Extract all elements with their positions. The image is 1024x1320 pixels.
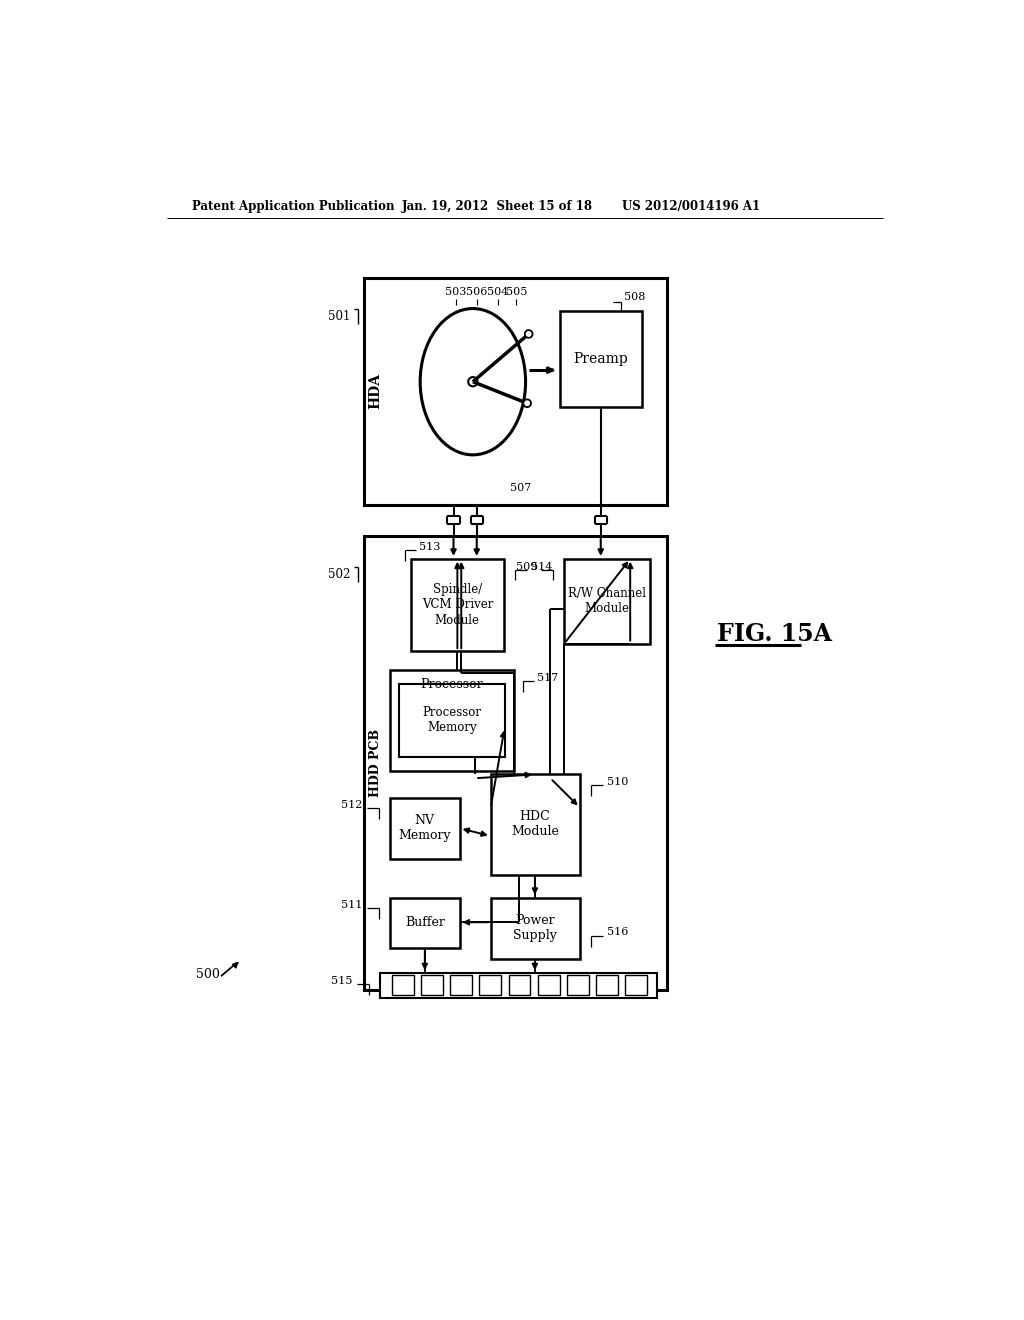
Bar: [538, 975, 560, 995]
Text: 501: 501: [328, 310, 350, 323]
Text: 515: 515: [332, 975, 352, 986]
Bar: [421, 975, 442, 995]
Text: HDD PCB: HDD PCB: [369, 729, 382, 797]
Bar: [411, 558, 504, 651]
Text: 517: 517: [538, 673, 558, 684]
Bar: [392, 975, 414, 995]
Text: 507: 507: [510, 483, 531, 492]
Text: 502: 502: [328, 568, 350, 581]
Text: 508: 508: [624, 292, 645, 302]
Text: 514: 514: [531, 561, 552, 572]
Circle shape: [523, 400, 531, 407]
Text: Patent Application Publication: Patent Application Publication: [191, 199, 394, 213]
Bar: [479, 975, 502, 995]
Bar: [399, 684, 505, 756]
Bar: [390, 898, 460, 948]
Text: Preamp: Preamp: [573, 351, 628, 366]
Text: 504: 504: [487, 286, 508, 297]
Text: Power
Supply: Power Supply: [513, 915, 557, 942]
Bar: [380, 973, 657, 998]
Bar: [365, 277, 667, 506]
Bar: [626, 975, 647, 995]
Text: 505: 505: [506, 286, 527, 297]
Text: FIG. 15A: FIG. 15A: [717, 622, 831, 647]
Text: 516: 516: [607, 927, 629, 937]
Bar: [390, 797, 460, 859]
Circle shape: [468, 378, 477, 387]
Bar: [451, 975, 472, 995]
Bar: [567, 975, 589, 995]
Text: Buffer: Buffer: [404, 916, 444, 929]
Text: 511: 511: [341, 900, 362, 911]
Bar: [490, 775, 580, 875]
Bar: [560, 312, 642, 407]
Text: 512: 512: [341, 800, 362, 810]
Text: Spindle/
VCM Driver
Module: Spindle/ VCM Driver Module: [422, 583, 494, 627]
Text: 503: 503: [445, 286, 467, 297]
Text: Jan. 19, 2012  Sheet 15 of 18: Jan. 19, 2012 Sheet 15 of 18: [401, 199, 593, 213]
Text: 513: 513: [420, 543, 440, 552]
Text: HDA: HDA: [369, 374, 382, 409]
Bar: [509, 975, 530, 995]
Text: 510: 510: [607, 777, 629, 787]
Bar: [365, 536, 667, 990]
Text: R/W Channel
Module: R/W Channel Module: [568, 587, 646, 615]
Text: Processor: Processor: [421, 677, 483, 690]
Text: NV
Memory: NV Memory: [398, 814, 452, 842]
Text: 506: 506: [466, 286, 487, 297]
Bar: [564, 558, 649, 644]
Bar: [490, 898, 580, 960]
Circle shape: [524, 330, 532, 338]
Text: 500: 500: [196, 968, 219, 981]
Text: US 2012/0014196 A1: US 2012/0014196 A1: [623, 199, 761, 213]
Text: Processor
Memory: Processor Memory: [423, 706, 481, 734]
Text: HDC
Module: HDC Module: [511, 810, 559, 838]
Bar: [596, 975, 618, 995]
Bar: [390, 671, 514, 771]
Text: 509: 509: [516, 561, 538, 572]
